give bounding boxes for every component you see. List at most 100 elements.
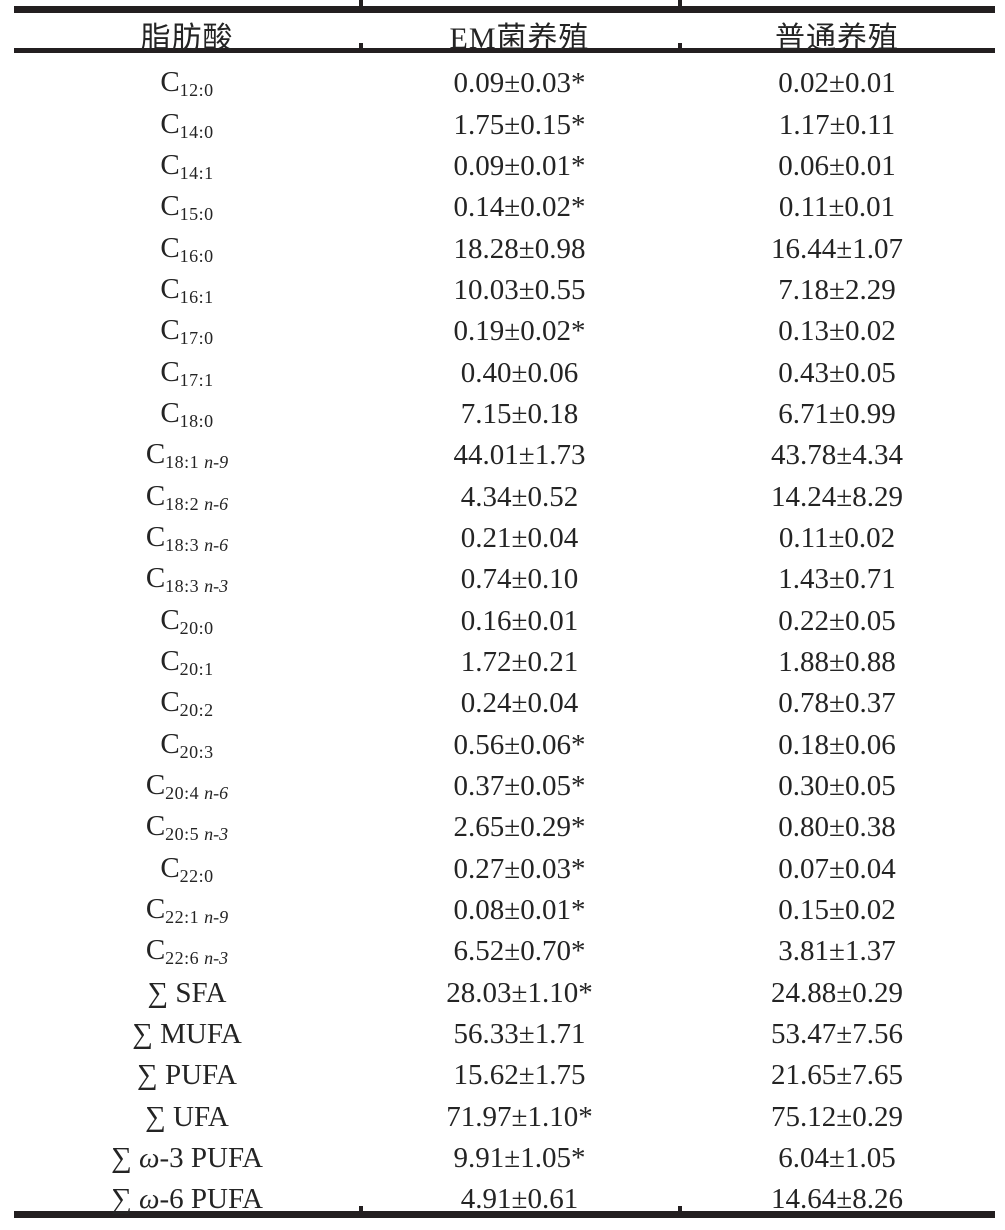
- em-culture-value: 28.03±1.10*: [446, 976, 593, 1009]
- fatty-acid-label: ∑ ω-3 PUFA: [111, 1142, 263, 1175]
- fatty-acid-label: C20:1: [160, 644, 214, 679]
- fatty-acid-label: C17:1: [160, 355, 214, 390]
- table-row: ∑ ω-6 PUFA 4.91±0.61 14.64±8.26: [14, 1179, 995, 1220]
- fatty-acid-label: C22:1 n-9: [145, 893, 229, 928]
- table-top-rule: [14, 6, 995, 13]
- em-culture-value: 15.62±1.75: [453, 1059, 586, 1092]
- fatty-acid-table: 脂肪酸 EM菌养殖 普通养殖 C12:0 0.09±0.03* 0.02±0.01 C…: [14, 13, 995, 1221]
- normal-culture-value: 7.18±2.29: [778, 273, 896, 306]
- table-row: C20:3 0.56±0.06* 0.18±0.06: [14, 725, 995, 766]
- normal-culture-value: 16.44±1.07: [771, 232, 903, 265]
- normal-culture-value: 3.81±1.37: [778, 935, 896, 968]
- table-row: C20:2 0.24±0.04 0.78±0.37: [14, 683, 995, 724]
- em-culture-value: 0.21±0.04: [460, 521, 579, 554]
- table-row: C22:0 0.27±0.03* 0.07±0.04: [14, 849, 995, 890]
- table-row: C16:0 18.28±0.98 16.44±1.07: [14, 228, 995, 269]
- header-separator-rule: [14, 48, 995, 53]
- fatty-acid-label: C14:0: [160, 107, 214, 142]
- normal-culture-value: 14.24±8.29: [771, 480, 903, 513]
- normal-culture-value: 0.02±0.01: [778, 67, 896, 100]
- normal-culture-value: 1.88±0.88: [778, 645, 896, 678]
- fatty-acid-label: ∑ UFA: [145, 1100, 229, 1133]
- em-culture-value: 0.09±0.03*: [453, 67, 586, 100]
- em-culture-value: 6.52±0.70*: [453, 935, 586, 968]
- em-culture-value: 9.91±1.05*: [453, 1142, 586, 1175]
- em-culture-value: 4.34±0.52: [460, 480, 579, 513]
- em-culture-value: 18.28±0.98: [453, 232, 586, 265]
- fatty-acid-label: C15:0: [160, 190, 214, 225]
- table-row: C20:1 1.72±0.21 1.88±0.88: [14, 642, 995, 683]
- fatty-acid-label: C18:1 n-9: [145, 438, 229, 473]
- normal-culture-value: 0.18±0.06: [778, 728, 896, 761]
- fatty-acid-label: C20:2: [160, 686, 214, 721]
- fatty-acid-label: C20:4 n-6: [145, 769, 229, 804]
- em-culture-value: 0.16±0.01: [460, 604, 579, 637]
- fatty-acid-label: ∑ SFA: [147, 976, 227, 1009]
- table-row: ∑ ω-3 PUFA 9.91±1.05* 6.04±1.05: [14, 1138, 995, 1179]
- column-divider-tick: [678, 1206, 682, 1218]
- em-culture-value: 56.33±1.71: [453, 1018, 586, 1051]
- column-divider-tick: [359, 0, 363, 13]
- normal-culture-value: 0.22±0.05: [778, 604, 896, 637]
- table-row: C14:0 1.75±0.15* 1.17±0.11: [14, 104, 995, 145]
- fatty-acid-label: C22:6 n-3: [145, 934, 229, 969]
- table-row: C15:0 0.14±0.02* 0.11±0.01: [14, 187, 995, 228]
- normal-culture-value: 0.80±0.38: [778, 811, 896, 844]
- table-row: ∑ SFA 28.03±1.10* 24.88±0.29: [14, 973, 995, 1014]
- fatty-acid-label: C16:0: [160, 231, 214, 266]
- table-row: C20:4 n-6 0.37±0.05* 0.30±0.05: [14, 766, 995, 807]
- table-row: C22:1 n-9 0.08±0.01* 0.15±0.02: [14, 890, 995, 931]
- fatty-acid-label: C16:1: [160, 272, 214, 307]
- column-divider-tick: [359, 43, 363, 53]
- fatty-acid-label: C20:5 n-3: [145, 810, 229, 845]
- normal-culture-value: 53.47±7.56: [771, 1018, 903, 1051]
- em-culture-value: 0.27±0.03*: [453, 852, 586, 885]
- normal-culture-value: 6.71±0.99: [778, 397, 896, 430]
- column-divider-tick: [678, 43, 682, 53]
- fatty-acid-label: C14:1: [160, 148, 214, 183]
- normal-culture-value: 0.30±0.05: [778, 770, 896, 803]
- table-row: C18:2 n-6 4.34±0.52 14.24±8.29: [14, 476, 995, 517]
- table-body: C12:0 0.09±0.03* 0.02±0.01 C14:0 1.75±0.15* 1…: [14, 63, 995, 1221]
- em-culture-value: 0.40±0.06: [460, 356, 579, 389]
- fatty-acid-label: C18:2 n-6: [145, 479, 229, 514]
- normal-culture-value: 43.78±4.34: [771, 439, 903, 472]
- em-culture-value: 0.37±0.05*: [453, 770, 586, 803]
- em-culture-value: 7.15±0.18: [460, 397, 579, 430]
- em-culture-value: 2.65±0.29*: [453, 811, 586, 844]
- table-row: C22:6 n-3 6.52±0.70* 3.81±1.37: [14, 931, 995, 972]
- normal-culture-value: 1.17±0.11: [778, 108, 896, 141]
- em-culture-value: 0.19±0.02*: [453, 315, 586, 348]
- table-row: C18:1 n-9 44.01±1.73 43.78±4.34: [14, 435, 995, 476]
- fatty-acid-label: C20:0: [160, 603, 214, 638]
- header-row: 脂肪酸 EM菌养殖 普通养殖: [14, 13, 995, 63]
- table-row: C18:0 7.15±0.18 6.71±0.99: [14, 394, 995, 435]
- normal-culture-value: 0.11±0.01: [778, 191, 896, 224]
- table-row: ∑ UFA 71.97±1.10* 75.12±0.29: [14, 1097, 995, 1138]
- normal-culture-value: 0.78±0.37: [778, 687, 896, 720]
- table-row: ∑ PUFA 15.62±1.75 21.65±7.65: [14, 1055, 995, 1096]
- em-culture-value: 0.08±0.01*: [453, 894, 586, 927]
- normal-culture-value: 75.12±0.29: [771, 1100, 903, 1133]
- em-culture-value: 71.97±1.10*: [446, 1100, 593, 1133]
- em-culture-value: 1.75±0.15*: [453, 108, 586, 141]
- table-row: C12:0 0.09±0.03* 0.02±0.01: [14, 63, 995, 104]
- fatty-acid-label: C18:3 n-6: [145, 520, 229, 555]
- fatty-acid-label: C18:3 n-3: [145, 562, 229, 597]
- em-culture-value: 1.72±0.21: [460, 645, 579, 678]
- table-row: C18:3 n-6 0.21±0.04 0.11±0.02: [14, 518, 995, 559]
- col-header-fatty-acid: 脂肪酸: [140, 22, 234, 55]
- em-culture-value: 0.74±0.10: [460, 563, 579, 596]
- normal-culture-value: 0.13±0.02: [778, 315, 896, 348]
- table-row: C14:1 0.09±0.01* 0.06±0.01: [14, 146, 995, 187]
- normal-culture-value: 0.07±0.04: [778, 852, 896, 885]
- table-bottom-rule: [14, 1211, 995, 1218]
- col-header-normal-culture: 普通养殖: [775, 22, 899, 55]
- em-culture-value: 0.14±0.02*: [453, 191, 586, 224]
- column-divider-tick: [678, 0, 682, 13]
- table-row: C20:0 0.16±0.01 0.22±0.05: [14, 600, 995, 641]
- table-row: C16:1 10.03±0.55 7.18±2.29: [14, 270, 995, 311]
- fatty-acid-label: ∑ PUFA: [137, 1059, 237, 1092]
- table-row: C17:0 0.19±0.02* 0.13±0.02: [14, 311, 995, 352]
